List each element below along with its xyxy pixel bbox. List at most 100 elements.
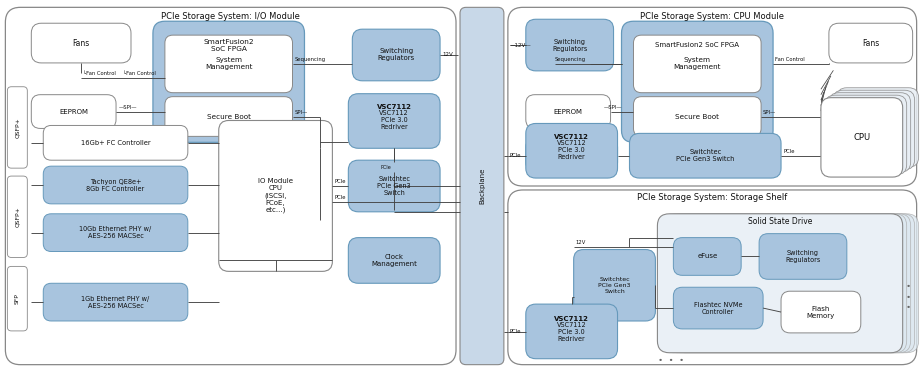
Text: Backplane: Backplane <box>479 168 485 204</box>
FancyBboxPatch shape <box>348 160 440 212</box>
Text: SPI—: SPI— <box>763 109 776 115</box>
Text: Switchtec
PCIe Gen3 Switch: Switchtec PCIe Gen3 Switch <box>676 149 735 162</box>
FancyBboxPatch shape <box>669 214 915 353</box>
FancyBboxPatch shape <box>7 87 28 168</box>
Text: Switching
Regulators: Switching Regulators <box>785 250 821 263</box>
FancyBboxPatch shape <box>825 95 906 174</box>
Text: 1Gb Ethernet PHY w/
AES-256 MACSec: 1Gb Ethernet PHY w/ AES-256 MACSec <box>81 296 150 309</box>
Text: SmartFusion2 SoC FPGA: SmartFusion2 SoC FPGA <box>655 42 739 48</box>
Text: CPU: CPU <box>853 133 870 142</box>
Text: 16Gb+ FC Controller: 16Gb+ FC Controller <box>80 140 151 146</box>
FancyBboxPatch shape <box>837 88 918 167</box>
Text: System
Management: System Management <box>674 57 721 70</box>
Text: Secure Boot: Secure Boot <box>207 113 250 119</box>
Text: SFP: SFP <box>15 293 19 304</box>
Text: Switchtec
PCIe Gen3
Switch: Switchtec PCIe Gen3 Switch <box>599 277 631 294</box>
Text: eFuse: eFuse <box>697 253 717 259</box>
FancyBboxPatch shape <box>634 35 761 93</box>
FancyBboxPatch shape <box>622 21 773 142</box>
Text: Flashtec NVMe
Controller: Flashtec NVMe Controller <box>694 302 743 315</box>
Text: Fans: Fans <box>862 39 880 48</box>
Text: QSFP+: QSFP+ <box>15 206 19 227</box>
FancyBboxPatch shape <box>352 29 440 81</box>
Text: —12V—: —12V— <box>510 42 531 48</box>
Text: QSFP+: QSFP+ <box>15 117 19 138</box>
FancyBboxPatch shape <box>153 21 305 142</box>
FancyBboxPatch shape <box>760 234 846 279</box>
Text: Clock
Management: Clock Management <box>371 254 417 267</box>
Text: PCIe: PCIe <box>510 153 521 158</box>
FancyBboxPatch shape <box>526 19 614 71</box>
FancyBboxPatch shape <box>526 304 617 359</box>
FancyBboxPatch shape <box>629 134 781 178</box>
FancyBboxPatch shape <box>674 214 918 353</box>
Text: Secure Boot: Secure Boot <box>675 113 719 119</box>
Text: PCIe: PCIe <box>381 165 391 170</box>
FancyBboxPatch shape <box>31 23 131 63</box>
Text: Fan Control: Fan Control <box>775 57 805 62</box>
Text: Fans: Fans <box>72 39 90 48</box>
FancyBboxPatch shape <box>164 35 293 93</box>
Text: VSC7112: VSC7112 <box>377 104 411 110</box>
FancyBboxPatch shape <box>43 214 188 251</box>
Text: VSC7112
PCIe 3.0
Redriver: VSC7112 PCIe 3.0 Redriver <box>380 110 409 131</box>
Text: PCIe Storage System: I/O Module: PCIe Storage System: I/O Module <box>162 12 300 21</box>
Text: Flash
Memory: Flash Memory <box>807 305 835 318</box>
Text: SmartFusion2
SoC FPGA: SmartFusion2 SoC FPGA <box>203 39 254 52</box>
Text: ∙
∙
∙: ∙ ∙ ∙ <box>906 281 911 311</box>
FancyBboxPatch shape <box>460 7 504 365</box>
FancyBboxPatch shape <box>43 125 188 160</box>
FancyBboxPatch shape <box>657 214 903 353</box>
FancyBboxPatch shape <box>634 97 761 137</box>
Text: SPI—: SPI— <box>295 109 308 115</box>
FancyBboxPatch shape <box>31 95 116 128</box>
Text: EEPROM: EEPROM <box>553 109 583 115</box>
Text: PCIe Storage System: Storage Shelf: PCIe Storage System: Storage Shelf <box>638 193 787 202</box>
FancyBboxPatch shape <box>665 214 911 353</box>
Text: Sequencing: Sequencing <box>295 57 325 62</box>
FancyBboxPatch shape <box>164 97 293 137</box>
FancyBboxPatch shape <box>781 291 861 333</box>
Text: VSC7112
PCIe 3.0
Redriver: VSC7112 PCIe 3.0 Redriver <box>557 322 587 342</box>
Text: IO Module
CPU
(iSCSI,
FCoE,
etc...): IO Module CPU (iSCSI, FCoE, etc...) <box>258 179 293 214</box>
FancyBboxPatch shape <box>526 95 611 128</box>
FancyBboxPatch shape <box>829 93 911 172</box>
FancyBboxPatch shape <box>348 238 440 283</box>
FancyBboxPatch shape <box>348 94 440 148</box>
FancyBboxPatch shape <box>219 121 333 271</box>
Text: 12V: 12V <box>442 52 453 58</box>
FancyBboxPatch shape <box>508 7 917 186</box>
Text: PCIe: PCIe <box>334 179 346 184</box>
Text: —SPI—: —SPI— <box>119 105 138 110</box>
Text: Switchtec
PCIe Gen3
Switch: Switchtec PCIe Gen3 Switch <box>377 176 411 196</box>
Text: └Fan Control: └Fan Control <box>83 71 116 76</box>
Text: Tachyon QE8e+
8Gb FC Controller: Tachyon QE8e+ 8Gb FC Controller <box>87 179 145 192</box>
FancyBboxPatch shape <box>674 287 763 329</box>
Text: —SPI—: —SPI— <box>603 105 622 110</box>
FancyBboxPatch shape <box>829 23 913 63</box>
Text: 12V: 12V <box>576 240 586 244</box>
FancyBboxPatch shape <box>574 250 655 321</box>
Text: System
Management: System Management <box>205 57 252 70</box>
Text: └Fan Control: └Fan Control <box>123 71 156 76</box>
FancyBboxPatch shape <box>508 190 917 365</box>
FancyBboxPatch shape <box>833 90 915 170</box>
Text: ∙  ∙  ∙: ∙ ∙ ∙ <box>658 355 685 364</box>
FancyBboxPatch shape <box>662 214 906 353</box>
Text: VSC7112: VSC7112 <box>554 315 590 321</box>
FancyBboxPatch shape <box>43 166 188 204</box>
Text: VSC7112: VSC7112 <box>554 134 590 140</box>
FancyBboxPatch shape <box>821 98 903 177</box>
Text: PCIe Storage System: CPU Module: PCIe Storage System: CPU Module <box>640 12 784 21</box>
FancyBboxPatch shape <box>526 124 617 178</box>
Text: VSC7112
PCIe 3.0
Redriver: VSC7112 PCIe 3.0 Redriver <box>557 140 587 160</box>
Text: PCIe: PCIe <box>783 149 795 154</box>
Text: Switching
Regulators: Switching Regulators <box>378 48 415 61</box>
FancyBboxPatch shape <box>43 283 188 321</box>
Text: Switching
Regulators: Switching Regulators <box>552 39 588 52</box>
Text: 10Gb Ethernet PHY w/
AES-256 MACSec: 10Gb Ethernet PHY w/ AES-256 MACSec <box>79 226 152 239</box>
FancyBboxPatch shape <box>674 238 741 275</box>
Text: PCIe: PCIe <box>510 329 521 334</box>
FancyBboxPatch shape <box>7 266 28 331</box>
FancyBboxPatch shape <box>526 137 617 172</box>
